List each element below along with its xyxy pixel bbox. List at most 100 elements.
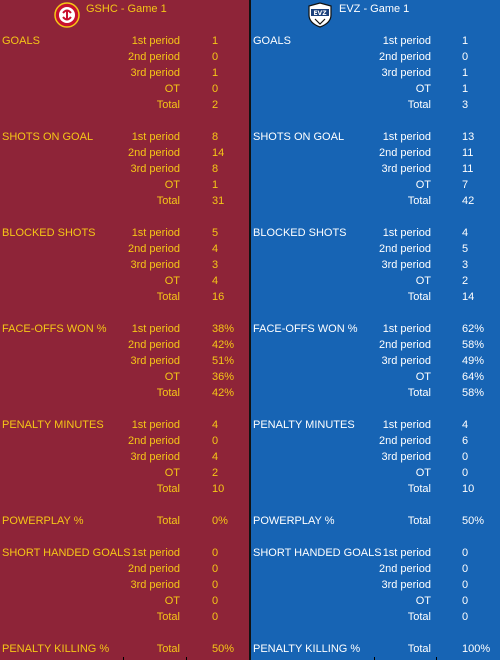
grid-tick <box>123 657 124 660</box>
team-title: EVZ - Game 1 <box>339 3 410 15</box>
stat-row: Total 14 <box>251 289 500 305</box>
stat-value: 4 <box>462 419 469 431</box>
period-label: OT <box>164 83 180 95</box>
stat-value: 31 <box>212 195 225 207</box>
stat-value: 42 <box>462 195 475 207</box>
period-label: 1st period <box>382 419 431 431</box>
stat-value: 1 <box>462 35 469 47</box>
period-label: OT <box>415 371 431 383</box>
period-label: Total <box>156 483 180 495</box>
stat-row: 2nd period 0 <box>251 561 500 577</box>
period-label: 2nd period <box>379 243 431 255</box>
stat-value: 5 <box>462 243 469 255</box>
stat-row: 2nd period 4 <box>0 241 249 257</box>
stat-category: SHORT HANDED GOALS <box>2 547 131 559</box>
stat-value: 0 <box>212 435 219 447</box>
stat-value: 10 <box>462 483 475 495</box>
stat-row: 3rd period 3 <box>251 257 500 273</box>
stat-row: 2nd period 58% <box>251 337 500 353</box>
grid-tick <box>374 657 375 660</box>
period-label: OT <box>415 467 431 479</box>
stat-category: BLOCKED SHOTS <box>2 227 96 239</box>
stat-value: 38% <box>212 323 235 335</box>
period-label: Total <box>156 387 180 399</box>
period-label: Total <box>156 611 180 623</box>
stat-row: Total 2 <box>0 97 249 113</box>
stat-value: 42% <box>212 339 235 351</box>
stat-category: PENALTY MINUTES <box>2 419 104 431</box>
period-label: 3rd period <box>381 451 431 463</box>
stat-row: Total 31 <box>0 193 249 209</box>
period-label: 3rd period <box>130 259 180 271</box>
period-label: 3rd period <box>130 355 180 367</box>
period-label: 3rd period <box>381 163 431 175</box>
stat-row: 2nd period 5 <box>251 241 500 257</box>
stat-value: 36% <box>212 371 235 383</box>
period-label: 3rd period <box>130 163 180 175</box>
stat-row: 2nd period 0 <box>0 433 249 449</box>
stat-category: SHOTS ON GOAL <box>253 131 345 143</box>
period-label: 1st period <box>131 323 180 335</box>
stat-row: Total 3 <box>251 97 500 113</box>
stat-category: PENALTY KILLING % <box>253 643 361 655</box>
stat-row: SHOTS ON GOAL 1st period 13 <box>251 129 500 145</box>
stat-row: 3rd period 11 <box>251 161 500 177</box>
stat-value: 3 <box>212 259 219 271</box>
stat-category: BLOCKED SHOTS <box>253 227 347 239</box>
stat-value: 3 <box>462 259 469 271</box>
period-label: Total <box>407 387 431 399</box>
stat-value: 11 <box>462 147 474 159</box>
period-label: Total <box>156 643 180 655</box>
stat-row: Total 58% <box>251 385 500 401</box>
stat-row: OT 7 <box>251 177 500 193</box>
stat-row: 3rd period 51% <box>0 353 249 369</box>
stat-value: 0 <box>462 51 469 63</box>
stat-value: 0 <box>212 595 219 607</box>
stat-value: 11 <box>462 163 474 175</box>
stat-row: Total 42 <box>251 193 500 209</box>
stat-value: 10 <box>212 483 225 495</box>
stat-value: 16 <box>212 291 225 303</box>
grid-tick <box>186 657 187 660</box>
period-label: 3rd period <box>130 579 180 591</box>
stat-row: OT 0 <box>0 81 249 97</box>
period-label: Total <box>407 643 431 655</box>
stat-value: 6 <box>462 435 469 447</box>
stat-row: 2nd period 11 <box>251 145 500 161</box>
period-label: 2nd period <box>128 563 180 575</box>
stat-row: PENALTY KILLING % Total 100% <box>251 641 500 657</box>
stat-row: 3rd period 3 <box>0 257 249 273</box>
period-label: 2nd period <box>379 51 431 63</box>
period-label: 2nd period <box>379 339 431 351</box>
stat-row: 2nd period 42% <box>0 337 249 353</box>
period-label: 1st period <box>131 547 180 559</box>
period-label: 3rd period <box>130 67 180 79</box>
stat-category: POWERPLAY % <box>2 515 84 527</box>
stat-row: 3rd period 0 <box>251 449 500 465</box>
period-label: Total <box>407 291 431 303</box>
period-label: 2nd period <box>128 339 180 351</box>
stat-value: 0 <box>212 579 219 591</box>
period-label: Total <box>407 483 431 495</box>
stat-value: 0 <box>462 451 469 463</box>
stat-value: 0 <box>462 611 469 623</box>
evz-shield-logo-icon: EVZ <box>308 2 332 28</box>
stat-value: 4 <box>462 227 469 239</box>
stat-row: OT 64% <box>251 369 500 385</box>
period-label: Total <box>156 195 180 207</box>
stat-row: Total 42% <box>0 385 249 401</box>
period-label: OT <box>164 275 180 287</box>
period-label: 3rd period <box>381 579 431 591</box>
period-label: OT <box>415 179 431 191</box>
period-label: OT <box>415 595 431 607</box>
period-label: 1st period <box>382 131 431 143</box>
period-label: 1st period <box>131 227 180 239</box>
stat-row: 3rd period 49% <box>251 353 500 369</box>
stat-row: 3rd period 1 <box>0 65 249 81</box>
period-label: 3rd period <box>130 451 180 463</box>
stat-row: Total 10 <box>0 481 249 497</box>
period-label: OT <box>164 595 180 607</box>
period-label: 2nd period <box>379 147 431 159</box>
stat-row: BLOCKED SHOTS 1st period 5 <box>0 225 249 241</box>
stat-value: 4 <box>212 275 219 287</box>
